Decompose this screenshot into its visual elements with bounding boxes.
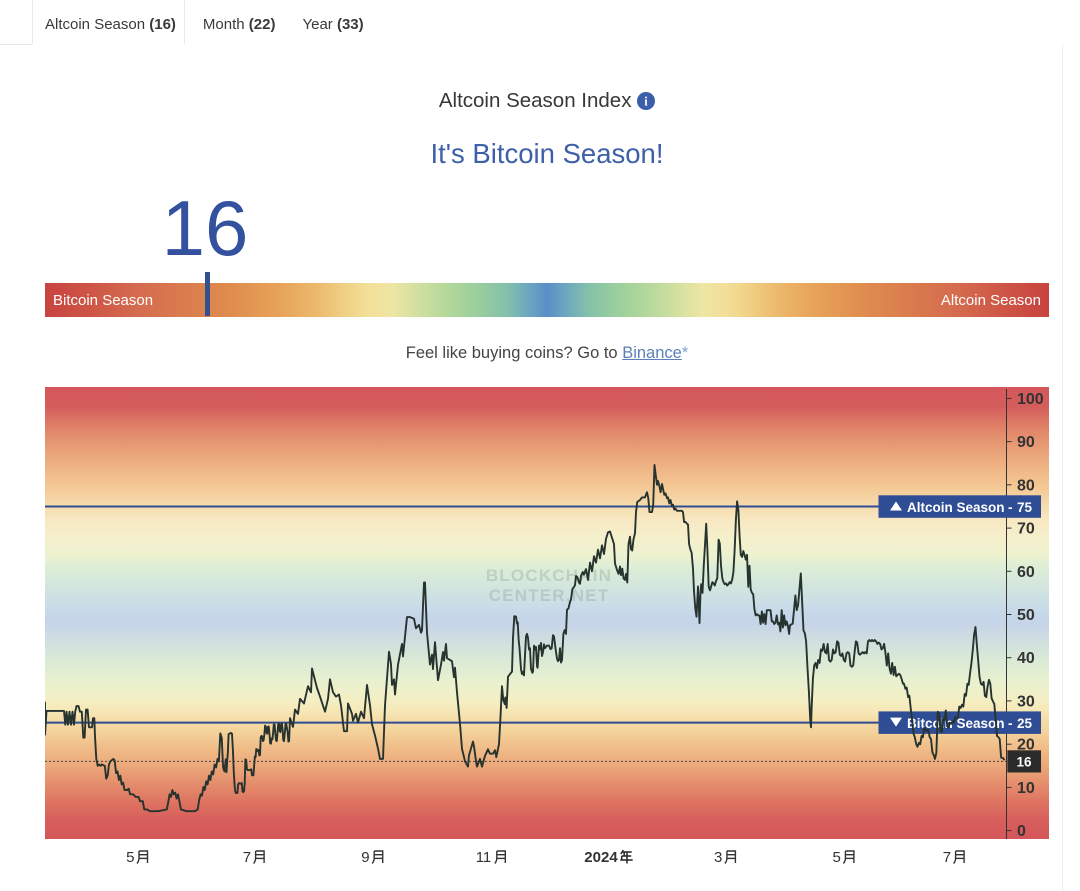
- svg-text:25: 25: [1017, 716, 1033, 731]
- svg-text:CENTER.NET: CENTER.NET: [489, 586, 610, 605]
- svg-text:80: 80: [1017, 477, 1035, 494]
- svg-text:9: 9: [361, 849, 369, 866]
- svg-text:40: 40: [1017, 650, 1035, 667]
- svg-text:Bitcoin Season: Bitcoin Season: [907, 716, 1005, 731]
- svg-text:2024: 2024: [584, 849, 618, 866]
- svg-text:50: 50: [1017, 607, 1035, 624]
- svg-text:i: i: [644, 95, 648, 109]
- svg-text:60: 60: [1017, 564, 1035, 581]
- svg-text:16: 16: [1016, 755, 1032, 770]
- svg-text:7: 7: [943, 849, 951, 866]
- svg-text:-: -: [1008, 716, 1013, 731]
- svg-text:70: 70: [1017, 521, 1035, 538]
- svg-text:10: 10: [1017, 780, 1035, 797]
- svg-text:11: 11: [476, 849, 492, 866]
- svg-text:75: 75: [1017, 500, 1033, 515]
- svg-text:7: 7: [243, 849, 251, 866]
- svg-text:30: 30: [1017, 693, 1035, 710]
- svg-text:-: -: [1008, 500, 1013, 515]
- svg-text:5: 5: [833, 849, 841, 866]
- svg-text:20: 20: [1017, 737, 1035, 754]
- svg-text:90: 90: [1017, 434, 1035, 451]
- svg-text:0: 0: [1017, 823, 1026, 840]
- svg-text:3: 3: [714, 849, 722, 866]
- svg-text:100: 100: [1017, 391, 1044, 408]
- svg-text:Altcoin Season: Altcoin Season: [907, 500, 1005, 515]
- svg-text:5: 5: [126, 849, 134, 866]
